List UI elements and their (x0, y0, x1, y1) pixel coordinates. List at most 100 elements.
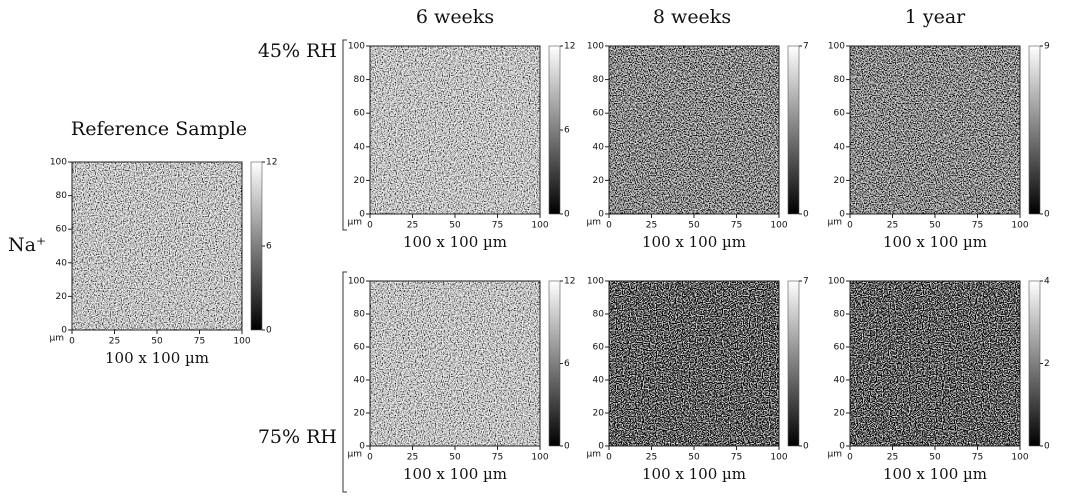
colorbar-tick-label: 0 (564, 442, 570, 452)
x-tick-label: 50 (151, 337, 163, 347)
sims-image (609, 46, 779, 214)
panel-caption: 100 x 100 µm (642, 233, 746, 251)
x-tick-label: 50 (449, 453, 461, 463)
y-tick-label: 80 (354, 310, 366, 320)
sims-image (72, 162, 242, 330)
y-tick-label: 80 (593, 310, 605, 320)
colorbar-tick-label: 2 (1044, 359, 1050, 369)
colorbar (250, 161, 263, 331)
x-tick-label: 25 (407, 221, 418, 231)
row-title: 75% RH (258, 426, 337, 448)
row-bracket (342, 271, 347, 493)
x-tick-label: 50 (449, 221, 461, 231)
colorbar-tick-label: 6 (564, 126, 570, 136)
colorbar-tick-label: 12 (266, 158, 277, 168)
y-tick-label: 0 (598, 210, 604, 220)
colorbar-tick-label: 0 (564, 210, 570, 220)
x-tick-label: 75 (492, 221, 503, 231)
x-tick-label: 75 (731, 221, 742, 231)
x-tick-label: 25 (109, 337, 120, 347)
y-tick-label: 0 (839, 442, 845, 452)
y-tick-label: 80 (834, 75, 846, 85)
column-title: 8 weeks (653, 6, 731, 28)
y-tick-label: 60 (354, 343, 366, 353)
y-tick-label: 40 (834, 376, 846, 386)
y-tick-label: 40 (56, 258, 68, 268)
y-tick-label: 100 (348, 42, 365, 52)
y-tick-label: 20 (354, 176, 366, 186)
axis-unit: µm (587, 218, 602, 228)
axis-unit: µm (587, 450, 602, 460)
colorbar (1028, 45, 1041, 215)
x-tick-label: 100 (770, 221, 787, 231)
y-tick-label: 100 (587, 277, 604, 287)
row-bracket (342, 39, 347, 231)
y-tick-label: 40 (593, 376, 605, 386)
x-tick-label: 50 (929, 221, 941, 231)
x-tick-label: 25 (646, 453, 657, 463)
axis-unit: µm (348, 450, 363, 460)
y-tick-label: 100 (828, 42, 845, 52)
y-tick-label: 0 (359, 210, 365, 220)
panel-caption: 100 x 100 µm (883, 465, 987, 483)
column-title: 1 year (905, 6, 966, 28)
sims-image (850, 281, 1020, 446)
sims-image (609, 281, 779, 446)
axis-unit: µm (50, 334, 65, 344)
y-tick-label: 20 (593, 409, 605, 419)
y-tick-label: 60 (354, 109, 366, 119)
x-tick-label: 75 (972, 453, 983, 463)
x-tick-label: 0 (606, 453, 612, 463)
colorbar-tick-label: 0 (803, 442, 809, 452)
x-tick-label: 100 (770, 453, 787, 463)
x-tick-label: 75 (972, 221, 983, 231)
sims-image (370, 281, 540, 446)
panel-caption: 100 x 100 µm (403, 465, 507, 483)
y-tick-label: 20 (354, 409, 366, 419)
panel-caption: 100 x 100 µm (403, 233, 507, 251)
x-tick-label: 25 (646, 221, 657, 231)
x-tick-label: 100 (531, 221, 548, 231)
colorbar (1028, 280, 1041, 447)
axis-unit: µm (828, 450, 843, 460)
x-tick-label: 25 (407, 453, 418, 463)
x-tick-label: 75 (194, 337, 205, 347)
x-tick-label: 0 (69, 337, 75, 347)
x-tick-label: 50 (688, 453, 700, 463)
colorbar (787, 45, 800, 215)
colorbar-tick-label: 0 (803, 210, 809, 220)
colorbar-tick-label: 6 (564, 359, 570, 369)
y-tick-label: 0 (359, 442, 365, 452)
colorbar (548, 45, 561, 215)
colorbar-tick-label: 12 (564, 42, 575, 52)
panel-caption: 100 x 100 µm (883, 233, 987, 251)
y-tick-label: 60 (834, 109, 846, 119)
y-tick-label: 0 (598, 442, 604, 452)
colorbar-tick-label: 9 (1044, 42, 1050, 52)
y-tick-label: 0 (839, 210, 845, 220)
y-tick-label: 60 (593, 109, 605, 119)
y-tick-label: 40 (834, 142, 846, 152)
x-tick-label: 75 (492, 453, 503, 463)
y-tick-label: 20 (834, 176, 846, 186)
colorbar (787, 280, 800, 447)
y-tick-label: 100 (348, 277, 365, 287)
panel-title: Reference Sample (71, 118, 247, 140)
x-tick-label: 25 (887, 221, 898, 231)
y-tick-label: 60 (834, 343, 846, 353)
colorbar-tick-label: 4 (1044, 277, 1050, 287)
axis-unit: µm (348, 218, 363, 228)
x-tick-label: 0 (606, 221, 612, 231)
y-tick-label: 80 (834, 310, 846, 320)
y-tick-label: 0 (61, 326, 67, 336)
y-tick-label: 100 (587, 42, 604, 52)
x-tick-label: 0 (847, 453, 853, 463)
sims-image (850, 46, 1020, 214)
colorbar-tick-label: 6 (266, 242, 272, 252)
x-tick-label: 50 (929, 453, 941, 463)
y-tick-label: 80 (354, 75, 366, 85)
colorbar (548, 280, 561, 447)
colorbar-tick-label: 12 (564, 277, 575, 287)
